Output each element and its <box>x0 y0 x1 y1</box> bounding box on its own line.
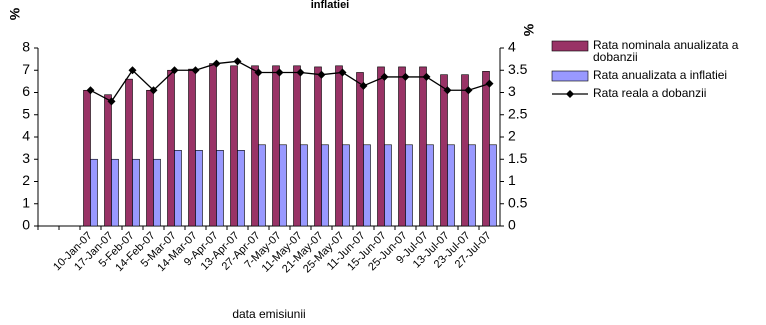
bar <box>363 144 371 227</box>
y2-axis-label: % <box>521 23 537 36</box>
bar <box>272 65 280 227</box>
chart-title: inflatiei <box>311 0 350 11</box>
bar <box>482 71 490 227</box>
bar <box>419 66 427 227</box>
y-tick-label: 7 <box>22 61 30 77</box>
line-marker <box>233 57 242 66</box>
line-marker <box>401 72 410 81</box>
bar <box>132 158 140 227</box>
bar <box>153 158 161 227</box>
line-marker <box>359 81 368 90</box>
legend-label: Rata anualizata a inflatiei <box>593 68 727 82</box>
bar <box>342 144 350 227</box>
line-marker <box>212 59 221 68</box>
bar <box>489 144 497 227</box>
legend-label: Rata nominala anualizata a dobanzii <box>593 38 739 64</box>
line-marker <box>86 86 95 95</box>
bar <box>440 74 448 227</box>
y-tick-label: 6 <box>22 83 30 99</box>
bar <box>279 144 287 227</box>
bar <box>300 144 308 227</box>
line-marker <box>443 86 452 95</box>
legend-marker <box>566 90 574 98</box>
line-marker <box>338 68 347 77</box>
line-marker <box>107 97 116 106</box>
line-marker <box>254 68 263 77</box>
line-marker <box>149 86 158 95</box>
y-tick-label: 1 <box>22 194 30 210</box>
bar <box>377 66 385 227</box>
bar <box>258 144 266 227</box>
y2-tick-label: 0 <box>508 217 516 233</box>
bar <box>209 63 217 227</box>
y2-tick-label: 0.5 <box>508 194 528 210</box>
bar <box>335 65 343 227</box>
bar <box>83 89 91 227</box>
legend-swatch <box>551 40 589 52</box>
y-tick-label: 2 <box>22 172 30 188</box>
line-marker <box>191 66 200 75</box>
y-tick-label: 8 <box>22 39 30 55</box>
line-marker <box>128 66 137 75</box>
bar <box>461 74 469 227</box>
y2-tick-label: 1.5 <box>508 150 528 166</box>
bar <box>188 68 196 227</box>
bar <box>146 89 154 227</box>
y2-tick-label: 2 <box>508 128 516 144</box>
bar <box>237 150 245 227</box>
x-axis-label: data emisiunii <box>232 307 305 321</box>
bar <box>167 69 175 227</box>
bar <box>468 144 476 227</box>
bar <box>104 94 112 227</box>
legend-label: Rata reala a dobanzii <box>593 86 706 100</box>
line-marker <box>380 72 389 81</box>
bar <box>174 150 182 227</box>
line-marker <box>170 66 179 75</box>
bar <box>321 144 329 227</box>
line-marker <box>485 79 494 88</box>
bar <box>90 158 98 227</box>
y-axis-label: % <box>7 7 23 20</box>
y-tick-label: 5 <box>22 105 30 121</box>
bar <box>125 78 133 227</box>
y2-tick-label: 3 <box>508 83 516 99</box>
line-marker <box>296 68 305 77</box>
y2-tick-label: 4 <box>508 39 516 55</box>
y-tick-label: 4 <box>22 128 30 144</box>
line-marker <box>464 86 473 95</box>
y2-tick-label: 1 <box>508 172 516 188</box>
bar <box>405 144 413 227</box>
legend-swatch <box>551 70 589 82</box>
line-marker <box>422 72 431 81</box>
y2-tick-label: 3.5 <box>508 61 528 77</box>
bar <box>230 65 238 227</box>
bar <box>447 144 455 227</box>
line-marker <box>317 70 326 79</box>
bar <box>293 65 301 227</box>
y2-tick-label: 2.5 <box>508 105 528 121</box>
bar <box>426 144 434 227</box>
y-tick-label: 3 <box>22 150 30 166</box>
bar <box>356 72 364 227</box>
y-tick-label: 0 <box>22 217 30 233</box>
bar <box>251 65 259 227</box>
bar <box>398 66 406 227</box>
bar <box>195 150 203 227</box>
bar <box>216 150 224 227</box>
bar <box>384 144 392 227</box>
bar <box>314 66 322 227</box>
bar <box>111 158 119 227</box>
line-marker <box>275 68 284 77</box>
